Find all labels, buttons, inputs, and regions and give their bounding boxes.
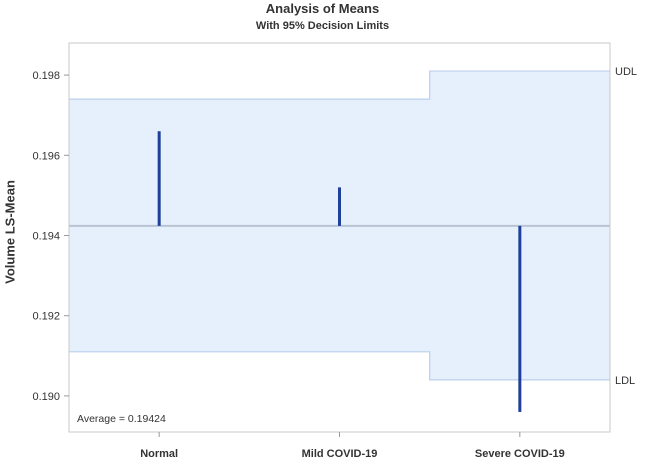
udl-label: UDL [615,66,637,78]
mean-bar [338,187,341,226]
chart-subtitle: With 95% Decision Limits [255,20,390,32]
chart-title: Analysis of Means [265,1,380,16]
y-tick-label: 0.190 [32,391,60,403]
y-axis: 0.190 0.192 0.194 0.196 0.198 [32,70,69,403]
y-tick-label: 0.198 [32,70,60,82]
ldl-line [69,351,610,381]
mean-bar [518,225,522,412]
x-tick-label: Normal [140,448,178,460]
x-axis: Normal Mild COVID-19 Severe COVID-19 [140,432,565,460]
x-tick-label: Severe COVID-19 [475,448,565,460]
mean-bars [157,131,522,412]
ldl-label: LDL [615,375,635,387]
y-tick-label: 0.196 [32,150,60,162]
mean-bar [157,131,161,226]
udl-line [69,70,610,100]
average-label: Average = 0.19424 [77,413,166,425]
y-tick-label: 0.192 [32,311,60,323]
y-tick-label: 0.194 [32,230,60,242]
x-tick-label: Mild COVID-19 [302,448,378,460]
